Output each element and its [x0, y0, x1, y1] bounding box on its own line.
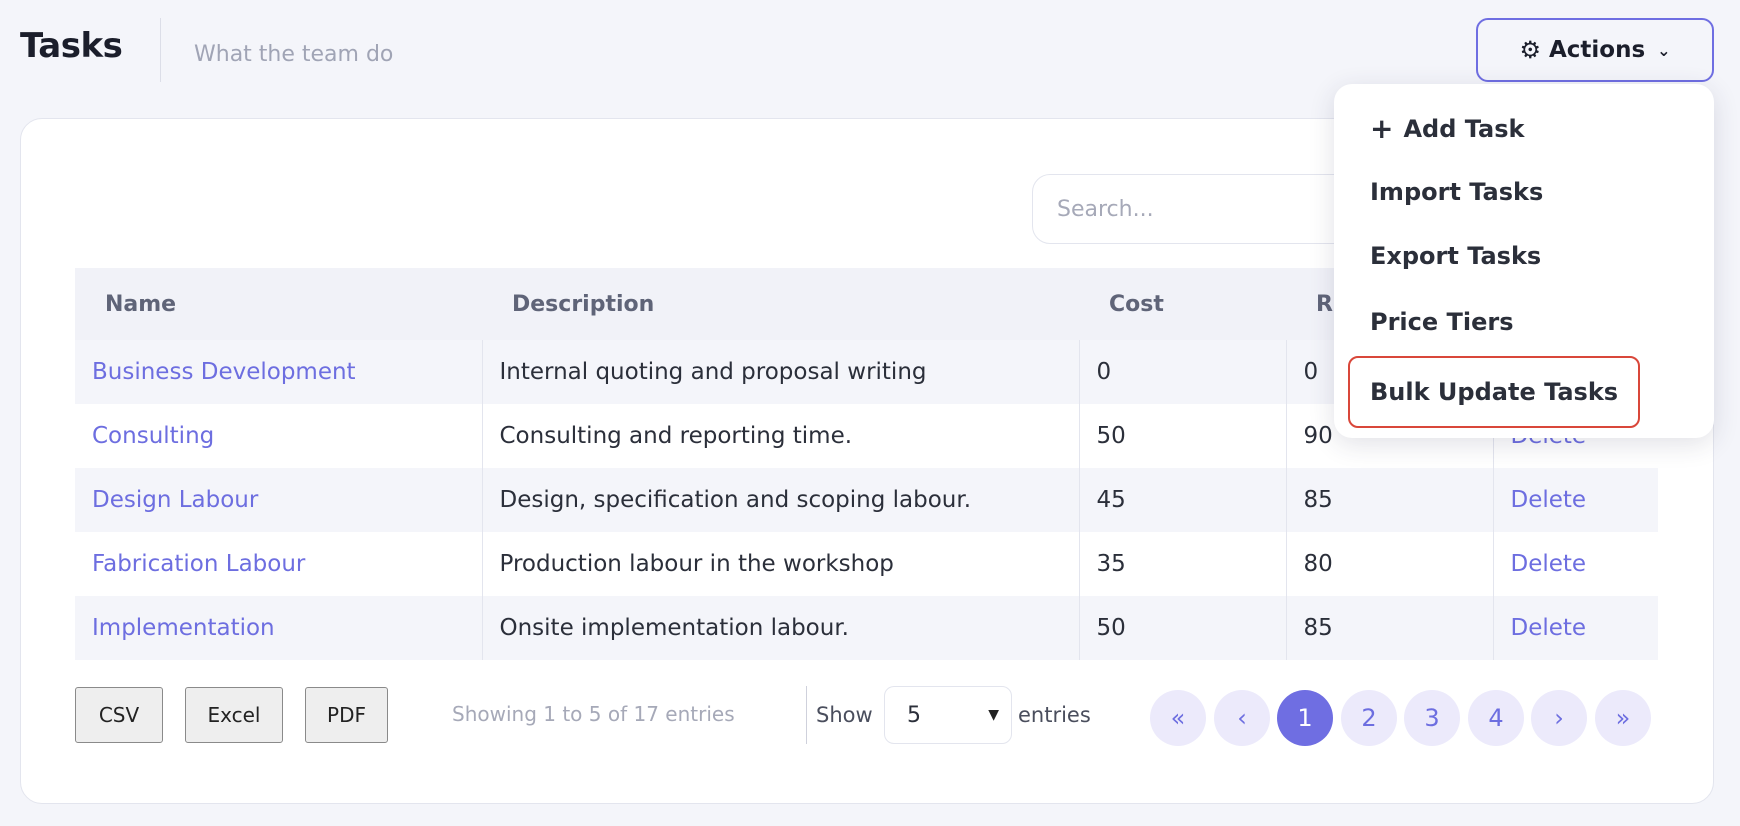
task-description: Consulting and reporting time.: [481, 404, 1079, 468]
next-page-button[interactable]: ›: [1531, 690, 1587, 746]
menu-item-bulk-update-tasks[interactable]: Bulk Update Tasks: [1348, 356, 1641, 428]
task-description: Design, specification and scoping labour…: [481, 468, 1079, 532]
menu-item-export-tasks[interactable]: Export Tasks: [1370, 242, 1541, 270]
task-name-link[interactable]: Business Development: [92, 359, 356, 385]
table-row: Business Development Internal quoting an…: [75, 340, 1658, 404]
page-button-3[interactable]: 3: [1404, 690, 1460, 746]
menu-item-label: Price Tiers: [1370, 308, 1514, 336]
menu-item-import-tasks[interactable]: Import Tasks: [1370, 178, 1543, 206]
actions-button-label: Actions: [1548, 37, 1646, 63]
footer-divider: [806, 686, 807, 744]
pdf-export-button[interactable]: PDF: [305, 687, 388, 743]
task-name-link[interactable]: Fabrication Labour: [92, 551, 306, 577]
first-page-button[interactable]: «: [1150, 690, 1206, 746]
page-button-1[interactable]: 1: [1277, 690, 1333, 746]
delete-link[interactable]: Delete: [1510, 487, 1587, 513]
menu-item-label: Import Tasks: [1370, 178, 1544, 206]
task-cost: 35: [1078, 532, 1286, 596]
last-page-button[interactable]: »: [1595, 690, 1651, 746]
task-description: Internal quoting and proposal writing: [481, 340, 1079, 404]
chevron-down-icon: ⌄: [1657, 40, 1671, 60]
column-header-cost[interactable]: Cost: [1079, 268, 1286, 340]
search-input[interactable]: [1032, 174, 1352, 244]
task-cost: 50: [1078, 596, 1286, 660]
gear-icon: ⚙: [1519, 36, 1541, 64]
chevron-down-icon: ▼: [988, 707, 999, 723]
task-cost: 45: [1078, 468, 1286, 532]
task-name-link[interactable]: Design Labour: [92, 487, 259, 513]
task-rate: 85: [1285, 468, 1493, 532]
delete-link[interactable]: Delete: [1510, 615, 1587, 641]
task-description: Onsite implementation labour.: [481, 596, 1079, 660]
title-divider: [160, 18, 161, 82]
page-subtitle: What the team do: [194, 42, 394, 67]
menu-item-price-tiers[interactable]: Price Tiers: [1370, 308, 1514, 336]
actions-button[interactable]: ⚙ Actions ⌄: [1476, 18, 1714, 82]
table-row: Fabrication Labour Production labour in …: [75, 532, 1658, 596]
show-label: Show: [816, 703, 873, 727]
entries-info: Showing 1 to 5 of 17 entries: [452, 702, 735, 726]
csv-export-button[interactable]: CSV: [75, 687, 163, 743]
task-name-link[interactable]: Consulting: [92, 423, 215, 449]
plus-icon: +: [1370, 112, 1394, 145]
menu-item-label: Export Tasks: [1370, 242, 1542, 270]
prev-page-button[interactable]: ‹: [1214, 690, 1270, 746]
page-size-select[interactable]: 5 ▼: [884, 686, 1012, 744]
task-rate: 80: [1285, 532, 1493, 596]
actions-menu: + Add Task Import Tasks Export Tasks Pri…: [1334, 84, 1714, 438]
task-cost: 50: [1078, 404, 1286, 468]
menu-item-add-task[interactable]: + Add Task: [1370, 112, 1524, 145]
task-rate: 85: [1285, 596, 1493, 660]
table-row: Design Labour Design, specification and …: [75, 468, 1658, 532]
tasks-table: Name Description Cost R Business Develop…: [75, 268, 1658, 660]
task-cost: 0: [1078, 340, 1286, 404]
excel-export-button[interactable]: Excel: [185, 687, 283, 743]
delete-link[interactable]: Delete: [1510, 551, 1587, 577]
task-description: Production labour in the workshop: [481, 532, 1079, 596]
column-header-description[interactable]: Description: [482, 268, 1079, 340]
column-header-name[interactable]: Name: [75, 268, 482, 340]
menu-item-label: Bulk Update Tasks: [1370, 378, 1619, 406]
entries-label: entries: [1018, 703, 1091, 727]
task-name-link[interactable]: Implementation: [92, 615, 275, 641]
menu-item-label: Add Task: [1403, 114, 1525, 143]
page-button-2[interactable]: 2: [1341, 690, 1397, 746]
page-size-value: 5: [907, 702, 921, 728]
page-button-4[interactable]: 4: [1468, 690, 1524, 746]
table-row: Implementation Onsite implementation lab…: [75, 596, 1658, 660]
page-title: Tasks: [20, 26, 123, 66]
